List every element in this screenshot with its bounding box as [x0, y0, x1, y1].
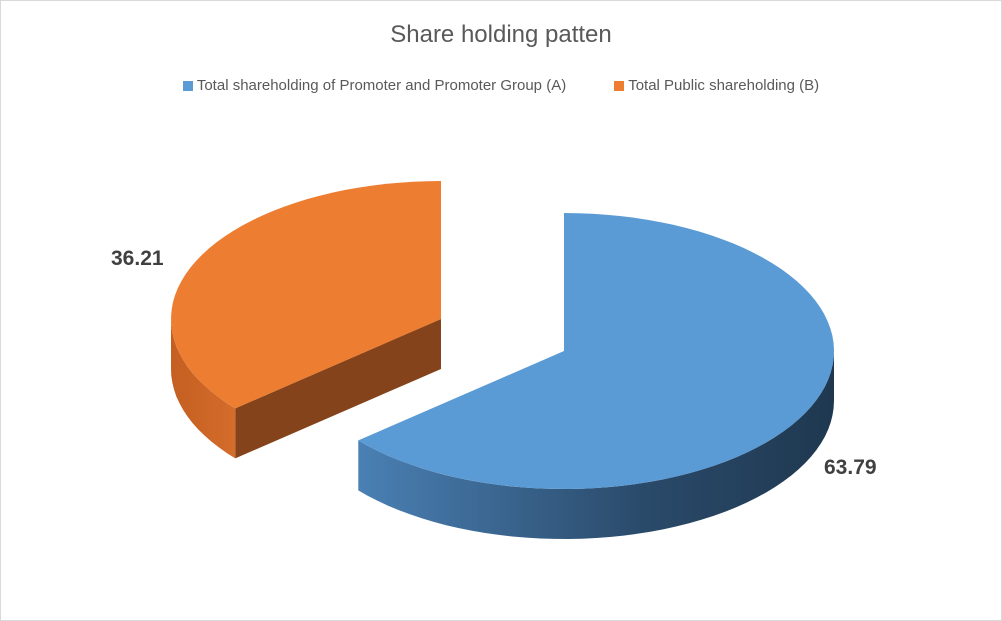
slice-cut-face-public	[235, 319, 441, 459]
slice-side-promoter	[358, 351, 834, 539]
legend-item-promoter: Total shareholding of Promoter and Promo…	[182, 77, 567, 94]
data-label-public: 36.21	[111, 247, 164, 270]
chart-title: Share holding patten	[390, 21, 612, 48]
data-label-promoter: 63.79	[824, 456, 877, 479]
legend-label: Total Public shareholding (B)	[628, 77, 820, 94]
legend: Total shareholding of Promoter and Promo…	[1, 77, 1001, 94]
legend-label: Total shareholding of Promoter and Promo…	[196, 77, 567, 94]
legend-item-public: Total Public shareholding (B)	[614, 77, 819, 94]
slice-side-public	[171, 319, 236, 459]
legend-swatch-orange	[614, 80, 625, 91]
slice-public	[171, 181, 441, 409]
slice-promoter	[358, 213, 834, 489]
legend-swatch-blue	[182, 80, 193, 91]
